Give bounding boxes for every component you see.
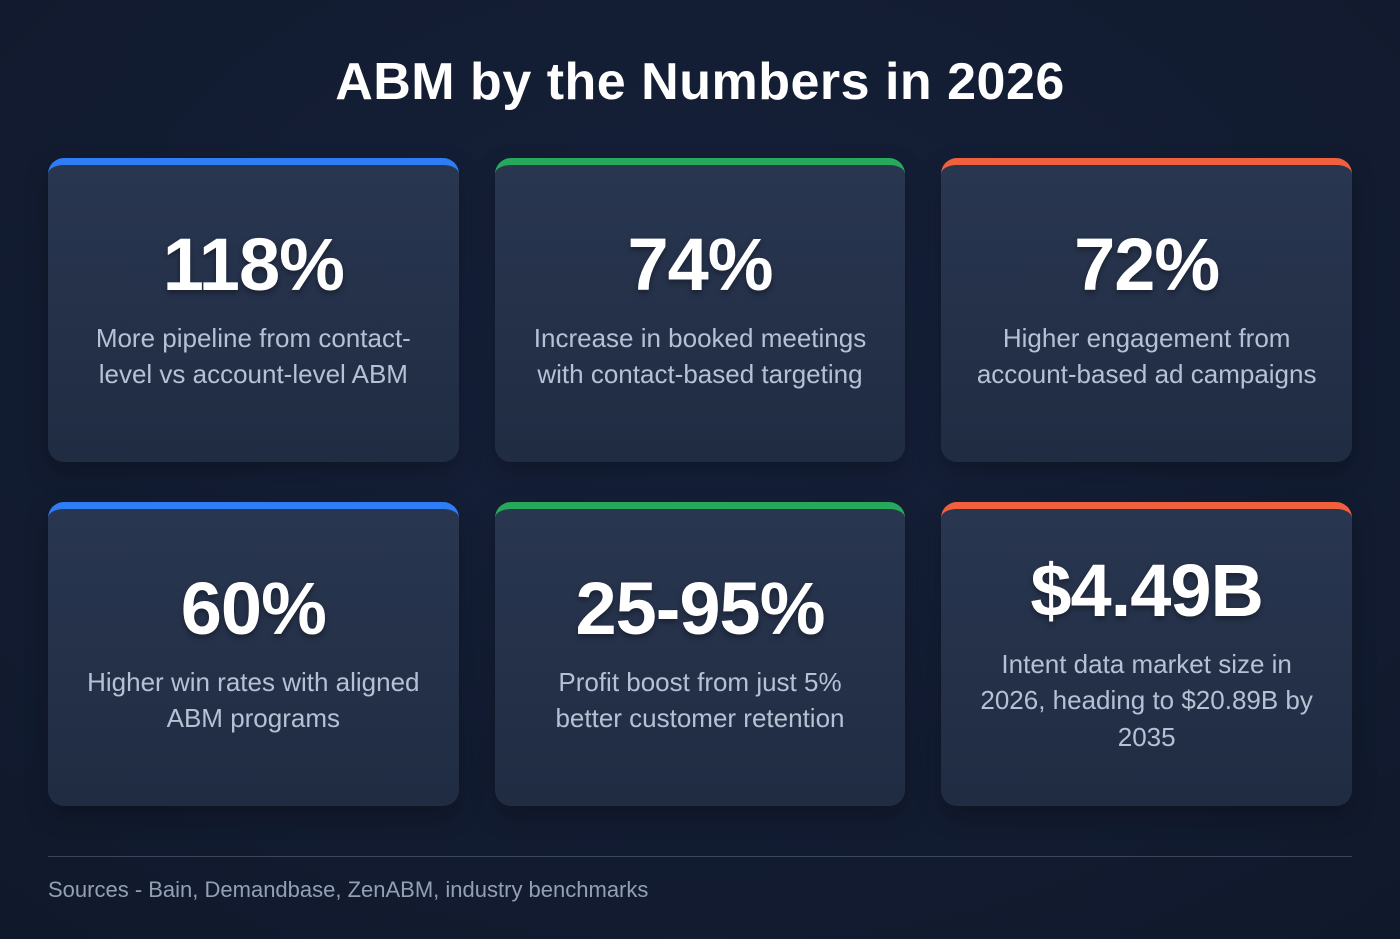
footer: Sources - Bain, Demandbase, ZenABM, indu… [48, 856, 1352, 903]
stat-value: 72% [1074, 223, 1220, 307]
sources-text: Sources - Bain, Demandbase, ZenABM, indu… [48, 877, 649, 902]
stat-value: 25-95% [575, 567, 825, 651]
stat-card-engagement: 72% Higher engagement from account-based… [941, 158, 1352, 462]
stat-description: Intent data market size in 2026, heading… [980, 648, 1313, 752]
stat-description: More pipeline from contact-level vs acco… [95, 322, 411, 390]
stats-grid: 118% More pipeline from contact-level vs… [48, 158, 1352, 806]
footer-divider [48, 856, 1352, 857]
stat-value: 118% [162, 223, 345, 307]
stat-description: Profit boost from just 5% better custome… [555, 666, 845, 734]
stat-card-win-rates: 60% Higher win rates with aligned ABM pr… [48, 502, 459, 806]
stat-description: Higher engagement from account-based ad … [976, 322, 1317, 390]
stat-value: 74% [627, 223, 773, 307]
page-title: ABM by the Numbers in 2026 [335, 53, 1065, 111]
stat-value: $4.49B [1030, 549, 1264, 633]
stat-description: Higher win rates with aligned ABM progra… [87, 666, 420, 734]
stat-card-booked-meetings: 74% Increase in booked meetings with con… [494, 158, 906, 462]
stat-description: Increase in booked meetings with contact… [533, 322, 867, 390]
stat-value: 60% [180, 567, 327, 651]
stat-card-pipeline: 118% More pipeline from contact-level vs… [48, 158, 459, 462]
stat-card-profit-boost: 25-95% Profit boost from just 5% better … [494, 502, 906, 806]
stat-card-intent-market: $4.49B Intent data market size in 2026, … [941, 502, 1352, 806]
